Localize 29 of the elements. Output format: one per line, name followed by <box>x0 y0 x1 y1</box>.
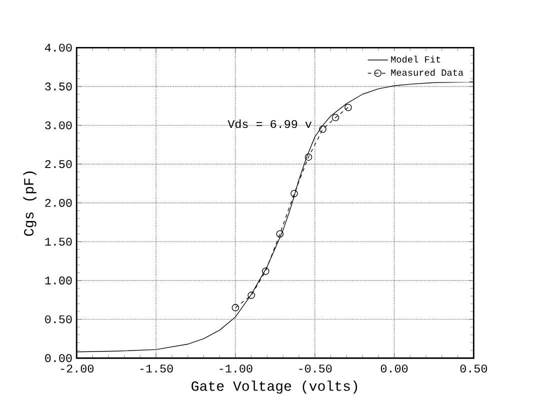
point <box>290 190 298 198</box>
x-tick-label: -2.00 <box>60 364 94 373</box>
y-tick-label: 0.50 <box>45 315 72 324</box>
y-tick-label: 2.50 <box>45 160 72 168</box>
point <box>276 230 284 238</box>
y-tick-label: 3.50 <box>45 82 72 90</box>
x-tick-label: 0.00 <box>380 364 408 373</box>
x-tick-label: 0.50 <box>460 364 488 373</box>
y-tick-label: 1.00 <box>45 276 72 284</box>
x-tick-label: -1.00 <box>220 364 252 373</box>
point <box>319 126 326 133</box>
point <box>332 114 340 122</box>
y-tick-label: 1.50 <box>45 238 72 246</box>
y-tick-label: 3.00 <box>45 121 72 130</box>
x-axis-title: Gate Voltage (volts) <box>192 380 358 394</box>
y-tick-label: 2.00 <box>45 198 72 207</box>
point <box>232 304 240 312</box>
point <box>262 268 270 275</box>
y-tick-label: 4.00 <box>44 44 72 52</box>
point <box>344 104 352 112</box>
legend-label: Measured Data <box>391 68 464 76</box>
y-axis-title: Cgs (pF) <box>23 172 36 236</box>
point <box>248 292 255 299</box>
point <box>304 153 312 161</box>
annotation: Vds = 6.99 v <box>228 119 312 128</box>
y-tick-label: 0.00 <box>45 354 72 362</box>
x-tick-label: -0.50 <box>299 364 332 373</box>
x-tick-label: -1.50 <box>140 364 173 373</box>
legend-label: Model Fit <box>391 56 440 63</box>
